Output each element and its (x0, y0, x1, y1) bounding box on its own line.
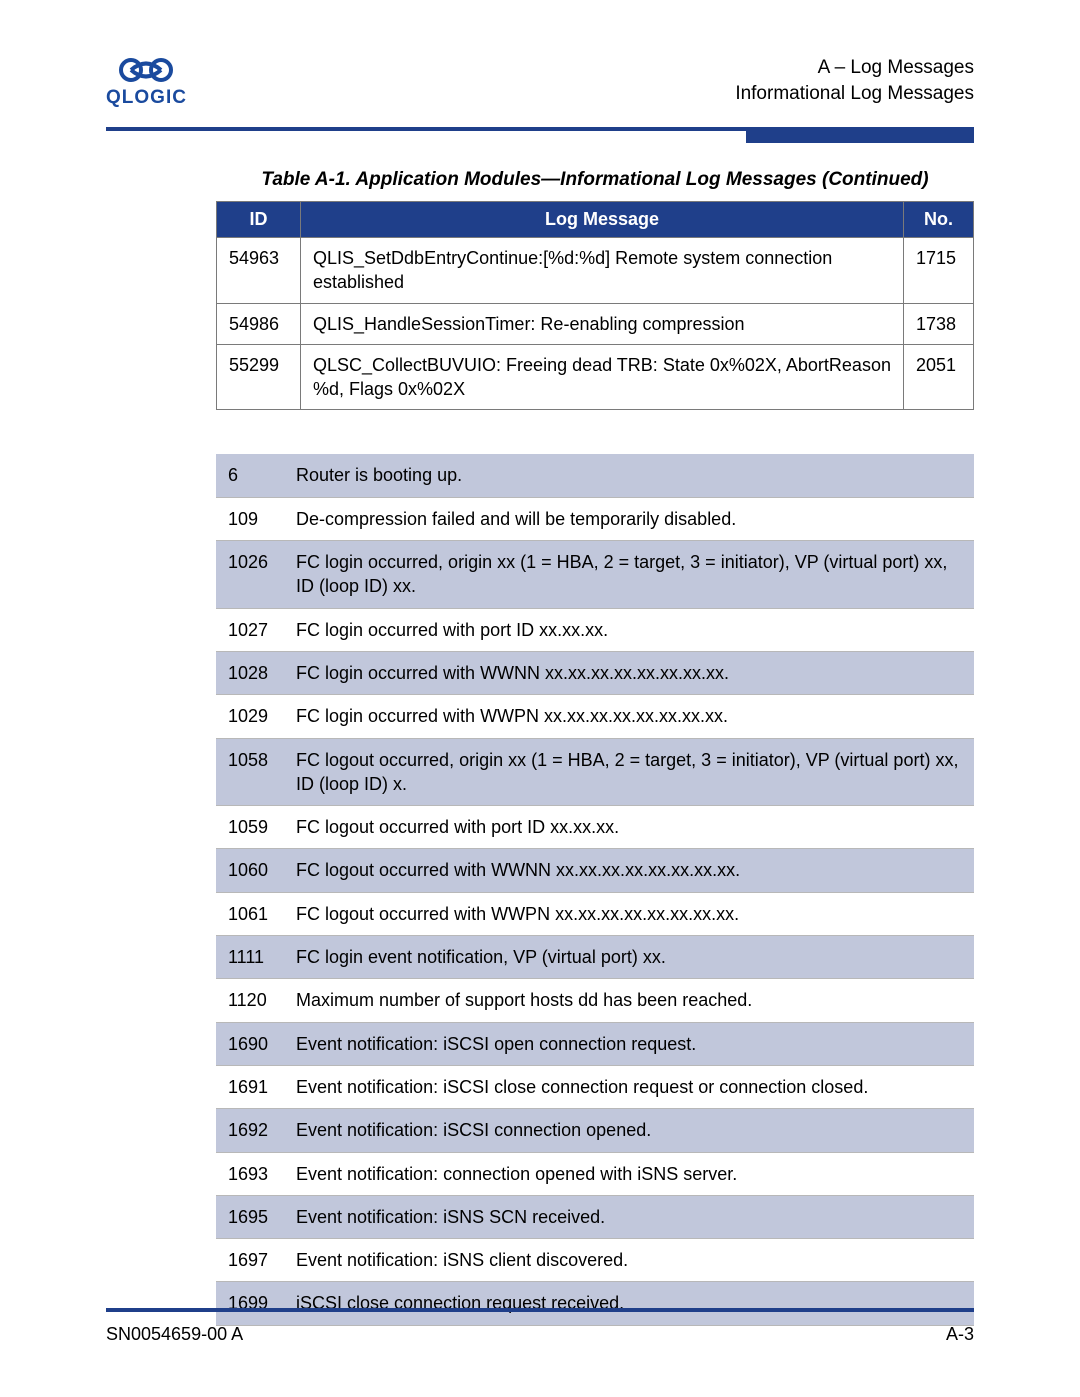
table-row: 1692Event notification: iSCSI connection… (216, 1109, 974, 1152)
cell-desc: Router is booting up. (284, 454, 974, 497)
table-row: 1061FC logout occurred with WWPN xx.xx.x… (216, 892, 974, 935)
cell-msg: QLIS_HandleSessionTimer: Re-enabling com… (301, 303, 904, 344)
table-row: 1695Event notification: iSNS SCN receive… (216, 1195, 974, 1238)
cell-msg: QLIS_SetDdbEntryContinue:[%d:%d] Remote … (301, 238, 904, 304)
cell-code: 1695 (216, 1195, 284, 1238)
cell-desc: FC logout occurred, origin xx (1 = HBA, … (284, 738, 974, 806)
table1-caption: Table A-1. Application Modules—Informati… (216, 169, 974, 191)
cell-code: 1059 (216, 806, 284, 849)
table-row: 54986QLIS_HandleSessionTimer: Re-enablin… (217, 303, 974, 344)
cell-desc: FC login event notification, VP (virtual… (284, 936, 974, 979)
cell-code: 1111 (216, 936, 284, 979)
log-message-table: ID Log Message No. 54963QLIS_SetDdbEntry… (216, 201, 974, 410)
cell-code: 1690 (216, 1022, 284, 1065)
page-header: QLOGIC A – Log Messages Informational Lo… (106, 55, 974, 109)
cell-desc: Event notification: iSCSI connection ope… (284, 1109, 974, 1152)
table-row: 55299QLSC_CollectBUVUIO: Freeing dead TR… (217, 344, 974, 410)
header-title-block: A – Log Messages Informational Log Messa… (735, 55, 974, 106)
cell-desc: FC logout occurred with WWNN xx.xx.xx.xx… (284, 849, 974, 892)
cell-no: 1738 (904, 303, 974, 344)
col-header-id: ID (217, 202, 301, 238)
cell-code: 1058 (216, 738, 284, 806)
cell-id: 55299 (217, 344, 301, 410)
cell-msg: QLSC_CollectBUVUIO: Freeing dead TRB: St… (301, 344, 904, 410)
table-row: 1111FC login event notification, VP (vir… (216, 936, 974, 979)
cell-code: 6 (216, 454, 284, 497)
footer-rule (106, 1308, 974, 1312)
col-header-no: No. (904, 202, 974, 238)
cell-code: 1060 (216, 849, 284, 892)
header-rule (106, 127, 974, 143)
cell-desc: Event notification: iSNS SCN received. (284, 1195, 974, 1238)
cell-desc: Event notification: connection opened wi… (284, 1152, 974, 1195)
cell-code: 1029 (216, 695, 284, 738)
cell-code: 1692 (216, 1109, 284, 1152)
brand-logo-text: QLOGIC (106, 87, 187, 109)
cell-code: 109 (216, 497, 284, 540)
page-footer: SN0054659-00 A A-3 (106, 1308, 974, 1345)
cell-desc: FC login occurred with WWNN xx.xx.xx.xx.… (284, 651, 974, 694)
table-row: 1027FC login occurred with port ID xx.xx… (216, 608, 974, 651)
cell-code: 1027 (216, 608, 284, 651)
brand-logo: QLOGIC (106, 55, 187, 109)
qlogic-logo-icon (117, 55, 175, 85)
cell-code: 1026 (216, 541, 284, 609)
footer-page-number: A-3 (946, 1324, 974, 1345)
cell-code: 1693 (216, 1152, 284, 1195)
cell-no: 2051 (904, 344, 974, 410)
cell-desc: Event notification: iSNS client discover… (284, 1239, 974, 1282)
cell-code: 1028 (216, 651, 284, 694)
cell-code: 1691 (216, 1065, 284, 1108)
cell-desc: Maximum number of support hosts dd has b… (284, 979, 974, 1022)
cell-desc: FC login occurred with port ID xx.xx.xx. (284, 608, 974, 651)
cell-desc: Event notification: iSCSI open connectio… (284, 1022, 974, 1065)
cell-code: 1697 (216, 1239, 284, 1282)
cell-desc: De-compression failed and will be tempor… (284, 497, 974, 540)
table-row: 1697Event notification: iSNS client disc… (216, 1239, 974, 1282)
table-row: 1058FC logout occurred, origin xx (1 = H… (216, 738, 974, 806)
col-header-msg: Log Message (301, 202, 904, 238)
cell-code: 1120 (216, 979, 284, 1022)
table-row: 1060FC logout occurred with WWNN xx.xx.x… (216, 849, 974, 892)
table-row: 1690Event notification: iSCSI open conne… (216, 1022, 974, 1065)
description-table: 6Router is booting up.109De-compression … (216, 454, 974, 1325)
table-row: 109De-compression failed and will be tem… (216, 497, 974, 540)
table-row: 1120Maximum number of support hosts dd h… (216, 979, 974, 1022)
cell-desc: FC logout occurred with port ID xx.xx.xx… (284, 806, 974, 849)
table-row: 1691Event notification: iSCSI close conn… (216, 1065, 974, 1108)
cell-id: 54986 (217, 303, 301, 344)
cell-id: 54963 (217, 238, 301, 304)
table-row: 1693Event notification: connection opene… (216, 1152, 974, 1195)
cell-desc: FC logout occurred with WWPN xx.xx.xx.xx… (284, 892, 974, 935)
cell-code: 1061 (216, 892, 284, 935)
table-row: 1029FC login occurred with WWPN xx.xx.xx… (216, 695, 974, 738)
table-row: 1028FC login occurred with WWNN xx.xx.xx… (216, 651, 974, 694)
header-line1: A – Log Messages (735, 55, 974, 81)
cell-desc: FC login occurred with WWPN xx.xx.xx.xx.… (284, 695, 974, 738)
table-row: 1026FC login occurred, origin xx (1 = HB… (216, 541, 974, 609)
table-row: 6Router is booting up. (216, 454, 974, 497)
footer-doc-number: SN0054659-00 A (106, 1324, 243, 1345)
table-row: 1059FC logout occurred with port ID xx.x… (216, 806, 974, 849)
header-line2: Informational Log Messages (735, 81, 974, 107)
cell-desc: Event notification: iSCSI close connecti… (284, 1065, 974, 1108)
table-row: 54963QLIS_SetDdbEntryContinue:[%d:%d] Re… (217, 238, 974, 304)
cell-desc: FC login occurred, origin xx (1 = HBA, 2… (284, 541, 974, 609)
cell-no: 1715 (904, 238, 974, 304)
